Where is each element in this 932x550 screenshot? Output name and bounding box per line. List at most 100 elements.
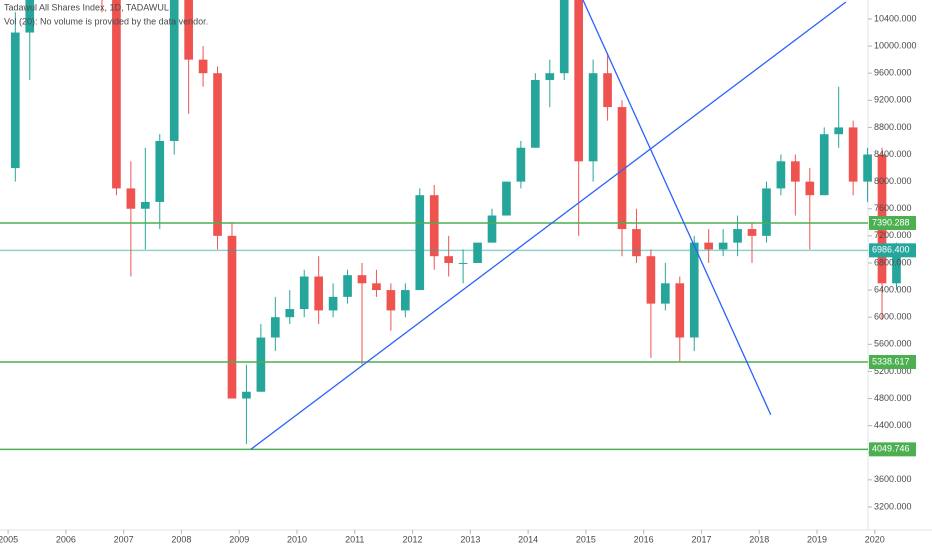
candle-body [762, 188, 771, 236]
y-tick-label: 5200.000 [874, 366, 912, 376]
y-tick-label: 9200.000 [874, 95, 912, 105]
price-label: 6986.400 [872, 245, 910, 255]
plot-area [0, 0, 901, 451]
candle-body [227, 235, 237, 399]
candle-body [733, 229, 742, 243]
candle-body [184, 0, 193, 60]
y-tick-label: 8000.000 [874, 176, 912, 186]
y-tick-label: 7600.000 [874, 203, 912, 213]
candle-body [400, 290, 410, 311]
price-label-box [869, 355, 916, 370]
candle-body [588, 73, 598, 162]
candle-body [559, 0, 569, 74]
y-tick-label: 5600.000 [874, 339, 912, 349]
y-tick-label: 3600.000 [874, 474, 912, 484]
candle-body [689, 242, 699, 338]
candle-body [473, 242, 482, 263]
candle-body [661, 283, 670, 304]
candle-body [632, 229, 641, 257]
candle-body [502, 181, 511, 216]
candle-body [776, 161, 786, 189]
candle-body [516, 147, 526, 182]
price-label-box [869, 243, 916, 258]
candle-body [140, 201, 150, 209]
y-tick-label: 7200.000 [874, 230, 912, 240]
candle-body [747, 229, 757, 236]
x-tick-label: 2011 [345, 534, 364, 544]
candle-body [675, 283, 685, 338]
candle-body [603, 73, 612, 108]
candle-body [429, 195, 439, 257]
candle-body [834, 127, 844, 135]
candle-body [386, 290, 396, 311]
candle-body [357, 275, 367, 284]
candle-body [848, 127, 858, 182]
candle-body [646, 256, 656, 304]
candle-body [545, 73, 555, 80]
x-tick-label: 2017 [691, 534, 711, 544]
y-tick-label: 8400.000 [874, 149, 912, 159]
y-tick-label: 3200.000 [874, 501, 912, 511]
x-tick-label: 2008 [171, 534, 191, 544]
candle-body [25, 0, 35, 33]
candle-body [314, 276, 323, 311]
price-label: 5338.617 [872, 356, 910, 366]
x-tick-label: 2020 [865, 534, 885, 544]
candle-body [863, 154, 872, 182]
candle-body [574, 0, 584, 162]
candle-body [213, 73, 222, 236]
price-label-box [869, 215, 916, 230]
y-tick-label: 6400.000 [874, 284, 912, 294]
trend-line [582, 0, 772, 416]
x-tick-label: 2005 [0, 534, 18, 544]
candle-body [299, 276, 309, 310]
x-tick-label: 2007 [114, 534, 134, 544]
candle-body [372, 283, 381, 291]
chart-subtitle: Vol (20): No volume is provided by the d… [4, 16, 208, 26]
candle-body [169, 0, 179, 141]
candle-body [617, 107, 627, 230]
candle-body [10, 32, 20, 169]
x-tick-label: 2019 [807, 534, 827, 544]
x-tick-label: 2018 [749, 534, 769, 544]
y-tick-label: 9600.000 [874, 68, 912, 78]
candle-body [256, 337, 266, 392]
x-tick-label: 2014 [518, 534, 538, 544]
candle-body [415, 195, 425, 291]
candle-body [805, 181, 815, 196]
candle-body [155, 140, 165, 202]
x-tick-label: 2015 [576, 534, 596, 544]
y-tick-label: 10000.000 [874, 40, 917, 50]
candle-body [270, 317, 280, 338]
x-tick-label: 2006 [56, 534, 76, 544]
y-tick-label: 6800.000 [874, 257, 912, 267]
candle-body [892, 250, 901, 284]
y-tick-label: 4800.000 [874, 393, 912, 403]
y-tick-label: 8800.000 [874, 122, 912, 132]
chart-title: Tadawul All Shares Index, 1D, TADAWUL [4, 2, 169, 12]
candle-body [531, 79, 540, 148]
price-label: 7390.288 [872, 217, 910, 227]
candle-body [791, 161, 800, 182]
x-tick-label: 2010 [287, 534, 307, 544]
price-label: 4049.746 [872, 444, 910, 454]
x-tick-label: 2016 [634, 534, 654, 544]
x-tick-label: 2013 [460, 534, 480, 544]
candle-body [704, 242, 714, 250]
candle-body [198, 59, 208, 74]
candle-body [458, 262, 468, 264]
y-tick-label: 4400.000 [874, 420, 912, 430]
trend-line [250, 1, 847, 450]
y-tick-label: 10400.000 [874, 13, 917, 23]
candle-body [328, 296, 338, 311]
candle-body [444, 256, 453, 263]
candle-body [126, 188, 136, 209]
candle-body [112, 0, 121, 189]
candle-body [285, 309, 295, 318]
candle-body [819, 134, 829, 196]
x-tick-label: 2009 [229, 534, 249, 544]
candle-body [487, 215, 497, 243]
y-tick-label: 6000.000 [874, 312, 912, 322]
